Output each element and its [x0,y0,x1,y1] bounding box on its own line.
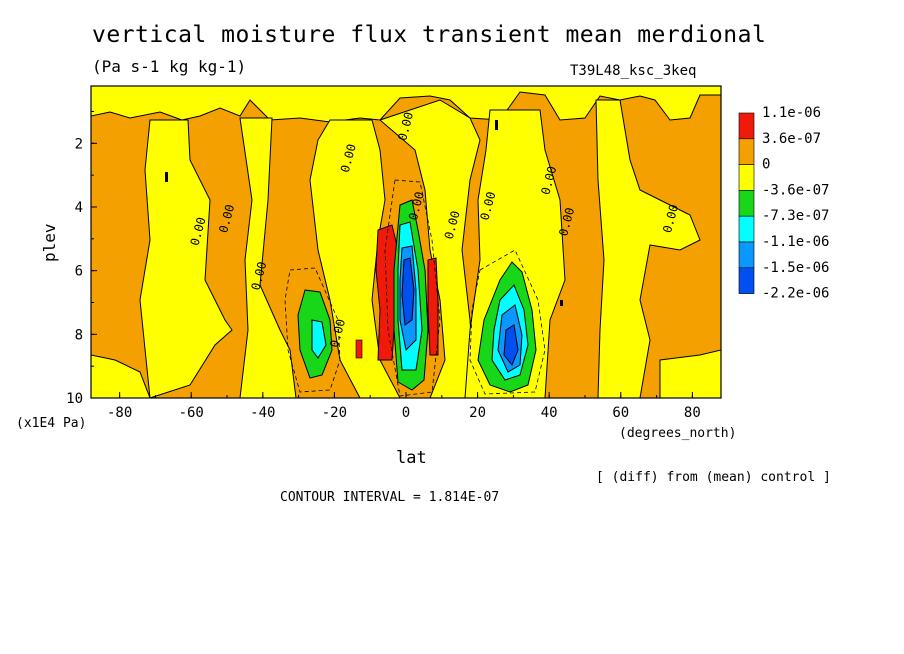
fill-red-equator-north [427,257,439,356]
y-tick-label: 2 [75,136,83,152]
y-tick-label: 6 [75,264,83,280]
small-marker-1 [165,172,168,182]
colorbar-swatch [738,215,755,243]
chart-units: (Pa s-1 kg kg-1) [92,57,247,76]
colorbar-label: 3.6e-07 [762,131,821,147]
small-marker-2 [495,120,498,130]
x-tick-label: 0 [402,405,410,421]
colorbar-swatch [738,241,755,269]
colorbar-label: -3.6e-07 [762,182,829,198]
x-tick-label: 20 [469,405,486,421]
small-marker-3 [355,339,363,359]
contour-labels: 0.00 0.000.000.000.000.000.000.000.000.00… [188,111,682,349]
colorbar-label: -1.1e-06 [762,234,829,250]
chart-title: vertical moisture flux transient mean me… [92,22,767,48]
x-tick-label: -80 [107,405,132,421]
fill-yellow-left-column [139,119,233,398]
x-axis-title: lat [396,448,427,468]
fill-yellow-center-column [309,99,481,398]
fill-yellow-right-column [595,99,701,398]
x-tick-label: 60 [612,405,629,421]
fill-yellow-mid-column [239,117,297,398]
x-tick-label: -40 [250,405,275,421]
colorbar-label: 1.1e-06 [762,105,821,121]
fill-yellow-lower-right [659,349,721,398]
contour-interval-label: CONTOUR INTERVAL = 1.814E-07 [280,490,500,505]
fill-blue-equator [401,257,415,326]
colorbar-swatch [738,190,755,217]
small-marker-4 [560,300,563,306]
y-axis: 2 4 6 8 10 [66,110,97,407]
colorbar-label: -7.3e-07 [762,208,829,224]
colorbar-swatch [738,267,755,294]
colorbar-swatch [738,112,755,140]
fill-red-equator-south [375,224,399,361]
colorbar-legend: 1.1e-06 3.6e-07 0 -3.6e-07 -7.3e-07 -1.1e-06 -… [738,105,829,302]
y-tick-label: 10 [66,391,83,407]
x-tick-label: -20 [322,405,347,421]
y-axis-title: plev [40,223,59,262]
fill-yellow-top-band [91,86,721,123]
x-axis: -80 -60 -40 -20 0 20 40 60 80 [107,392,701,421]
dashed-contours [284,179,546,397]
x-tick-label: -60 [179,405,204,421]
fill-cyan-south-blob [311,319,327,359]
plot-fill [91,86,721,398]
fill-blue-north-blob [503,324,519,366]
run-id-label: T39L48_ksc_3keq [570,63,697,79]
y-tick-label: 4 [75,200,83,216]
colorbar-swatch [738,138,755,165]
colorbar-label: -1.5e-06 [762,260,829,276]
colorbar-swatch [738,164,755,191]
colorbar-label: -2.2e-06 [762,286,829,302]
colorbar-label: 0 [762,157,770,173]
x-axis-units: (degrees_north) [619,426,737,441]
y-axis-units: (x1E4 Pa) [16,416,87,431]
difference-note: [ (diff) from (mean) control ] [596,470,831,485]
y-tick-label: 8 [75,327,83,343]
fill-yellow-lower-left [91,354,151,398]
x-tick-label: 80 [684,405,701,421]
x-tick-label: 40 [541,405,558,421]
